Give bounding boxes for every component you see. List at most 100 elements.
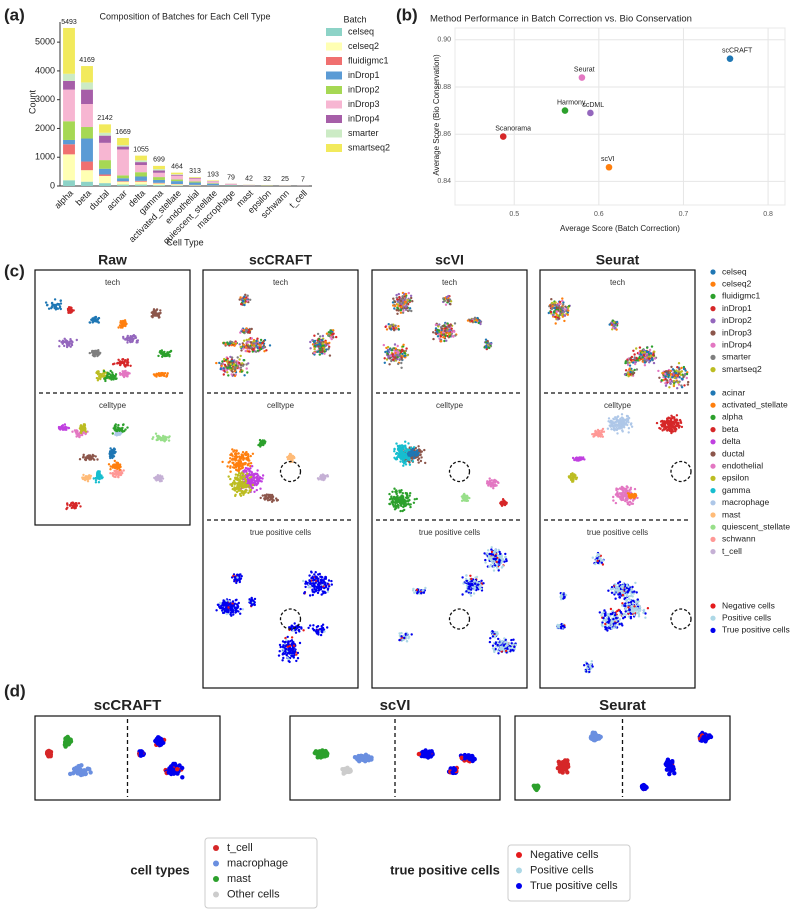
cell-dot xyxy=(156,436,160,439)
cell-dot xyxy=(566,313,569,316)
cell-dot xyxy=(115,469,118,473)
cell-dot xyxy=(499,648,503,651)
cell-dot xyxy=(402,464,405,467)
cell-dot xyxy=(408,309,411,312)
row-title: celltype xyxy=(99,401,127,410)
cell-dot xyxy=(440,327,444,330)
bar-segment xyxy=(225,185,237,186)
cell-dot xyxy=(467,587,470,590)
cell-dot xyxy=(403,455,406,459)
cell-dot xyxy=(271,498,274,502)
x-tick-label: alpha xyxy=(52,188,75,211)
cell-dot xyxy=(115,429,119,433)
cell-dot xyxy=(73,502,77,506)
cell-dot xyxy=(111,455,115,458)
cell-dot xyxy=(304,582,307,585)
cell-dot xyxy=(326,626,329,629)
cell-dot xyxy=(400,448,403,451)
cell-dot xyxy=(394,356,398,359)
cell-dot xyxy=(243,474,247,478)
bar-segment xyxy=(135,180,147,182)
cell-dot xyxy=(550,298,553,301)
y-tick-label: 0.84 xyxy=(437,178,451,185)
cell-dot xyxy=(122,361,126,364)
cell-dot xyxy=(228,600,231,603)
cell-dot xyxy=(400,494,403,497)
cell-dot xyxy=(120,427,123,431)
cell-dot xyxy=(128,338,132,341)
point xyxy=(561,107,569,114)
cell-dot xyxy=(60,341,63,344)
cell-dot xyxy=(399,299,403,303)
cell-dot xyxy=(313,339,317,343)
cell-dot xyxy=(108,376,111,379)
cell-dot xyxy=(319,578,322,582)
cell-dot xyxy=(407,291,410,295)
point-label: scVI xyxy=(601,156,615,163)
cell-dot xyxy=(396,494,399,498)
cell-dot xyxy=(88,321,92,324)
cell-dot xyxy=(424,586,427,590)
cell-dot xyxy=(445,339,448,342)
cell-dot xyxy=(245,367,248,370)
cell-dot xyxy=(440,340,443,343)
cell-dot xyxy=(246,371,249,374)
cell-dot xyxy=(244,293,247,296)
cell-dot xyxy=(251,465,254,468)
y-tick-label: 2000 xyxy=(35,123,55,133)
cell-dot xyxy=(237,452,240,455)
cell-dot xyxy=(236,455,239,459)
cell-dot xyxy=(321,334,325,338)
cell-dot xyxy=(228,603,231,606)
cell-dot xyxy=(488,482,492,485)
cell-dot xyxy=(283,641,287,644)
cell-dot xyxy=(496,566,499,569)
cell-dot xyxy=(256,349,260,352)
cell-dot xyxy=(89,455,93,459)
cell-dot xyxy=(237,460,240,464)
cell-dot xyxy=(322,475,326,479)
bar-segment xyxy=(171,181,183,184)
cell-dot xyxy=(396,503,400,507)
cell-dot xyxy=(316,579,320,582)
bar-segment xyxy=(153,183,165,186)
x-tick-label: 0.5 xyxy=(509,211,519,218)
bar-segment xyxy=(225,184,237,185)
column-title: Seurat xyxy=(596,252,640,268)
cell-dot xyxy=(292,648,295,651)
cell-dot xyxy=(561,297,564,300)
cell-dot xyxy=(322,592,325,595)
cell-dot xyxy=(324,576,328,579)
cell-dot xyxy=(553,306,556,310)
cell-dot xyxy=(247,453,250,456)
cell-dot xyxy=(116,426,120,429)
chart-title: Composition of Batches for Each Cell Typ… xyxy=(100,11,271,21)
cell-dot xyxy=(392,297,395,300)
cell-dot xyxy=(239,573,242,576)
cell-dot xyxy=(65,343,69,346)
cell-dot xyxy=(71,340,74,343)
cell-dot xyxy=(78,434,82,437)
cell-dot xyxy=(317,629,320,633)
bar-segment xyxy=(171,175,183,180)
cell-dot xyxy=(472,592,476,595)
cell-dot xyxy=(485,344,488,348)
cell-dot xyxy=(235,581,238,585)
cell-dot xyxy=(311,589,314,592)
bar-segment xyxy=(189,185,201,186)
cell-dot xyxy=(512,638,515,641)
cell-dot xyxy=(290,636,294,639)
cell-dot xyxy=(110,377,113,380)
legend-swatch xyxy=(326,100,342,109)
cell-dot xyxy=(473,317,476,321)
cell-dot xyxy=(476,316,479,320)
cell-dot xyxy=(234,607,238,611)
cell-dot xyxy=(406,497,409,500)
cell-dot xyxy=(561,310,564,314)
highlight-circle xyxy=(448,608,471,630)
cell-dot xyxy=(327,334,330,337)
cell-dot xyxy=(114,431,118,435)
cell-dot xyxy=(443,299,446,303)
cell-dot xyxy=(497,569,500,572)
cell-dot xyxy=(471,583,474,587)
